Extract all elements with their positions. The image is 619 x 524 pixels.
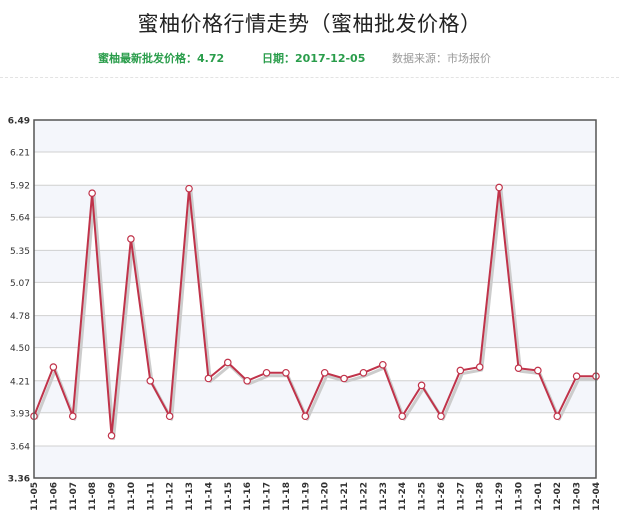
header-divider [0, 77, 619, 78]
x-tick-label: 11-17 [263, 482, 273, 511]
x-tick-label: 11-12 [166, 482, 176, 511]
series-line [33, 186, 596, 437]
x-tick-label: 11-26 [437, 482, 447, 511]
y-tick-label: 3.93 [10, 409, 30, 419]
latest-price-label: 蜜柚最新批发价格：4.72 [98, 52, 225, 65]
grid-lines [34, 151, 596, 447]
y-tick-label: 6.21 [10, 149, 30, 159]
x-tick-label: 11-30 [514, 482, 524, 511]
data-point [475, 363, 484, 371]
data-point [282, 368, 290, 377]
data-point [340, 374, 348, 383]
data-point [88, 189, 96, 198]
data-point [320, 368, 329, 377]
data-point [553, 412, 562, 421]
x-tick-label: 11-24 [398, 482, 408, 511]
data-point [165, 412, 174, 421]
data-point [572, 372, 581, 381]
x-tick-label: 11-29 [495, 482, 505, 511]
x-tick-label: 11-20 [321, 482, 331, 511]
data-source-label: 数据来源：市场报价 [392, 52, 491, 65]
y-axis-ticks: 3.36 3.64 3.93 4.21 4.50 4.78 5.07 5.35 5.64 5.92… [8, 117, 30, 485]
date-label: 日期：2017-12-05 [262, 52, 366, 65]
x-tick-label: 11-10 [127, 482, 137, 511]
x-tick-label: 11-07 [69, 482, 79, 511]
price-series [30, 183, 600, 441]
x-tick-label: 11-25 [418, 482, 428, 511]
x-tick-label: 11-13 [185, 482, 195, 511]
x-tick-label: 11-14 [204, 482, 214, 511]
plot-band [34, 445, 596, 478]
x-tick-label: 11-22 [359, 482, 369, 511]
plot-band [34, 120, 596, 153]
info-bar: 蜜柚最新批发价格：4.72 日期：2017-12-05 数据来源：市场报价 [0, 50, 619, 68]
x-tick-label: 11-18 [282, 482, 292, 511]
x-tick-label: 11-16 [243, 482, 253, 511]
page-title: 蜜柚价格行情走势（蜜柚批发价格） [137, 12, 482, 36]
x-tick-label: 11-27 [456, 482, 466, 511]
data-point [107, 431, 116, 440]
data-point [146, 376, 155, 385]
x-tick-label: 11-09 [108, 482, 118, 511]
y-tick-label: 3.64 [10, 442, 30, 452]
x-tick-label: 12-01 [534, 482, 544, 511]
data-point [243, 376, 251, 385]
y-tick-label: 3.36 [8, 475, 30, 485]
data-point [49, 363, 58, 371]
x-tick-label: 11-19 [301, 482, 311, 511]
plot-bands [34, 120, 596, 478]
data-point [204, 374, 213, 383]
data-point [534, 366, 542, 375]
y-tick-label: 5.92 [10, 182, 30, 192]
x-tick-label: 11-08 [88, 482, 98, 511]
x-tick-label: 11-15 [224, 482, 234, 511]
x-tick-label: 11-06 [49, 482, 59, 511]
x-tick-label: 11-21 [340, 482, 350, 511]
x-tick-label: 12-04 [592, 482, 602, 511]
x-tick-label: 11-28 [476, 482, 486, 511]
data-point [223, 358, 232, 367]
data-point [185, 184, 193, 193]
plot-frame [33, 119, 597, 479]
x-tick-label: 11-11 [146, 482, 156, 511]
y-tick-label: 5.64 [10, 214, 30, 224]
data-point [398, 412, 407, 421]
y-tick-label: 4.21 [10, 377, 30, 387]
y-tick-label: 6.49 [8, 117, 30, 127]
x-tick-label: 12-02 [553, 482, 563, 511]
data-point [301, 412, 310, 421]
data-point [417, 381, 426, 390]
x-tick-label: 12-03 [573, 482, 583, 511]
data-point [262, 368, 271, 377]
data-point [495, 183, 503, 192]
x-tick-label: 11-23 [379, 482, 389, 511]
y-tick-label: 5.35 [10, 247, 30, 257]
y-tick-label: 4.50 [10, 344, 30, 354]
y-tick-label: 5.07 [10, 279, 30, 289]
data-point [68, 412, 77, 421]
plot-band [34, 185, 596, 218]
x-tick-label: 11-05 [30, 482, 40, 511]
data-point [359, 368, 368, 377]
data-point [379, 360, 387, 369]
x-axis-ticks: 11-05 11-06 11-07 11-08 11-09 11-10 11-11 11-12… [30, 482, 602, 511]
data-point [514, 364, 523, 372]
series-shadow [34, 188, 598, 441]
y-tick-label: 4.78 [10, 312, 30, 322]
plot-band [34, 315, 596, 348]
data-point [456, 366, 465, 375]
data-point [437, 412, 445, 421]
data-point [127, 235, 135, 243]
